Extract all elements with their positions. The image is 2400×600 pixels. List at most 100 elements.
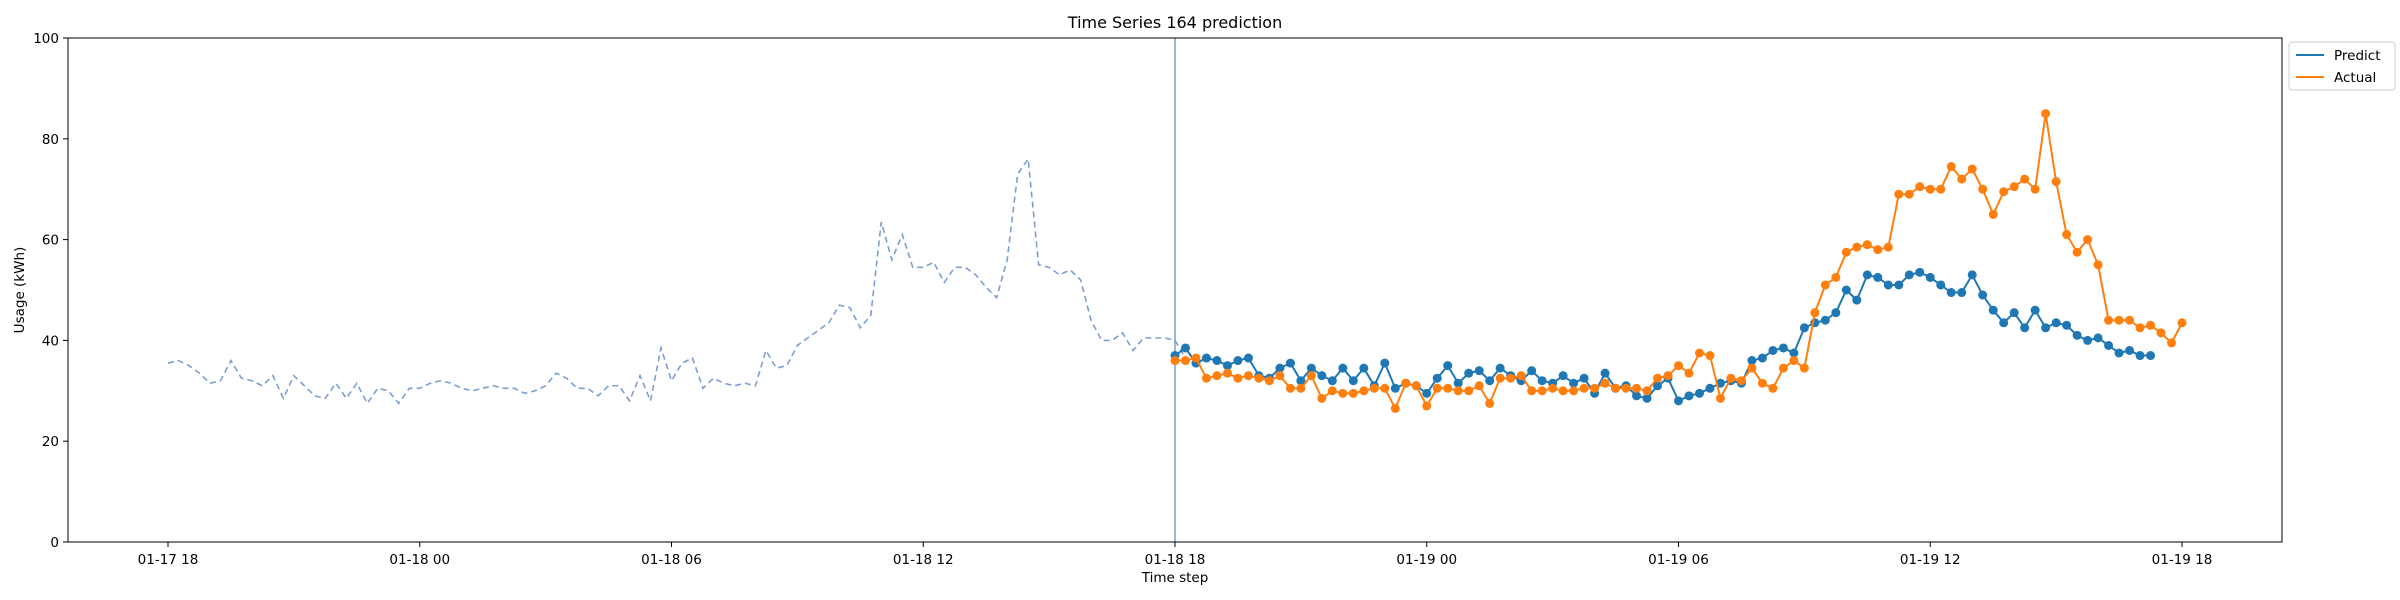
actual-point bbox=[1904, 189, 1914, 199]
predict-point bbox=[1348, 376, 1358, 386]
predict-point bbox=[1327, 376, 1337, 386]
actual-point bbox=[1873, 245, 1883, 255]
actual-point bbox=[1264, 376, 1274, 386]
actual-point bbox=[1925, 184, 1935, 194]
actual-point bbox=[1527, 386, 1537, 396]
x-tick-label: 01-18 06 bbox=[641, 552, 702, 568]
predict-point bbox=[1201, 353, 1211, 363]
predict-point bbox=[1317, 371, 1327, 381]
predict-point bbox=[1180, 343, 1190, 353]
history-line bbox=[167, 156, 1187, 405]
x-tick-label: 01-18 00 bbox=[389, 552, 450, 568]
actual-point bbox=[1170, 356, 1180, 366]
actual-point bbox=[1495, 373, 1505, 383]
actual-point bbox=[1747, 363, 1757, 373]
predict-point bbox=[1768, 345, 1778, 355]
chart-title: Time Series 164 prediction bbox=[1067, 13, 1282, 32]
actual-point bbox=[1653, 373, 1663, 383]
actual-point bbox=[2125, 315, 2135, 325]
actual-point bbox=[2020, 174, 2030, 184]
actual-point bbox=[1380, 383, 1390, 393]
predict-point bbox=[1705, 383, 1715, 393]
actual-point bbox=[1915, 182, 1925, 192]
actual-point bbox=[1401, 378, 1411, 388]
actual-point bbox=[1306, 371, 1316, 381]
actual-point bbox=[1579, 383, 1589, 393]
predict-point bbox=[1946, 288, 1956, 298]
y-tick-label: 40 bbox=[42, 333, 59, 349]
actual-point bbox=[1831, 272, 1841, 282]
x-tick-label: 01-19 18 bbox=[2152, 552, 2213, 568]
actual-point bbox=[1222, 368, 1232, 378]
predict-point bbox=[1558, 371, 1568, 381]
predict-point bbox=[1632, 391, 1642, 401]
predict-point bbox=[1957, 288, 1967, 298]
predict-point bbox=[1852, 295, 1862, 305]
actual-point bbox=[1453, 386, 1463, 396]
predict-point bbox=[1936, 280, 1946, 290]
predict-point bbox=[2041, 323, 2051, 333]
actual-point bbox=[1275, 371, 1285, 381]
predict-point bbox=[1296, 376, 1306, 386]
actual-point bbox=[2167, 338, 2177, 348]
actual-point bbox=[1820, 280, 1830, 290]
x-tick-label: 01-19 12 bbox=[1900, 552, 1961, 568]
y-axis-label: Usage (kWh) bbox=[12, 247, 28, 334]
predict-point bbox=[1820, 315, 1830, 325]
predict-point bbox=[1757, 353, 1767, 363]
predict-point bbox=[1495, 363, 1505, 373]
predict-point bbox=[1390, 383, 1400, 393]
predict-point bbox=[1569, 378, 1579, 388]
predict-point bbox=[1925, 272, 1935, 282]
legend: Predict Actual bbox=[2288, 41, 2396, 91]
predict-point bbox=[1380, 358, 1390, 368]
actual-point bbox=[1254, 373, 1264, 383]
predict-point bbox=[2072, 330, 2082, 340]
predict-point bbox=[1233, 356, 1243, 366]
predict-point bbox=[1422, 388, 1432, 398]
actual-point bbox=[1558, 386, 1568, 396]
predict-point bbox=[1684, 391, 1694, 401]
actual-point bbox=[1212, 371, 1222, 381]
predict-point bbox=[1841, 285, 1851, 295]
actual-point bbox=[1516, 371, 1526, 381]
actual-point bbox=[1862, 240, 1872, 250]
actual-point bbox=[1506, 373, 1516, 383]
actual-point bbox=[1569, 386, 1579, 396]
actual-point bbox=[1799, 363, 1809, 373]
actual-point bbox=[2104, 315, 2114, 325]
actual-point bbox=[1443, 383, 1453, 393]
predict-point bbox=[1831, 308, 1841, 318]
actual-point bbox=[1348, 388, 1358, 398]
actual-point bbox=[1632, 383, 1642, 393]
actual-point bbox=[1243, 371, 1253, 381]
predict-point bbox=[2030, 305, 2040, 315]
actual-point bbox=[1715, 393, 1725, 403]
predict-point bbox=[1799, 323, 1809, 333]
actual-point bbox=[1757, 378, 1767, 388]
predict-point bbox=[1999, 318, 2009, 328]
actual-point bbox=[2135, 323, 2145, 333]
predict-point bbox=[1653, 381, 1663, 391]
actual-point bbox=[1432, 383, 1442, 393]
predict-point bbox=[1443, 361, 1453, 371]
actual-point bbox=[1180, 356, 1190, 366]
predict-point bbox=[1464, 368, 1474, 378]
actual-point bbox=[2009, 182, 2019, 192]
actual-point bbox=[1852, 242, 1862, 252]
actual-point bbox=[1359, 386, 1369, 396]
predict-point bbox=[1967, 270, 1977, 280]
predict-point bbox=[1285, 358, 1295, 368]
predict-point bbox=[1789, 348, 1799, 358]
predict-point bbox=[1212, 356, 1222, 366]
predict-point bbox=[1873, 272, 1883, 282]
predict-point bbox=[1579, 373, 1589, 383]
actual-point bbox=[1946, 162, 1956, 172]
predict-point bbox=[1642, 393, 1652, 403]
actual-point bbox=[1684, 368, 1694, 378]
actual-point bbox=[1621, 383, 1631, 393]
actual-point bbox=[1233, 373, 1243, 383]
actual-point bbox=[1894, 189, 1904, 199]
x-axis-label: Time step bbox=[1141, 570, 1209, 586]
